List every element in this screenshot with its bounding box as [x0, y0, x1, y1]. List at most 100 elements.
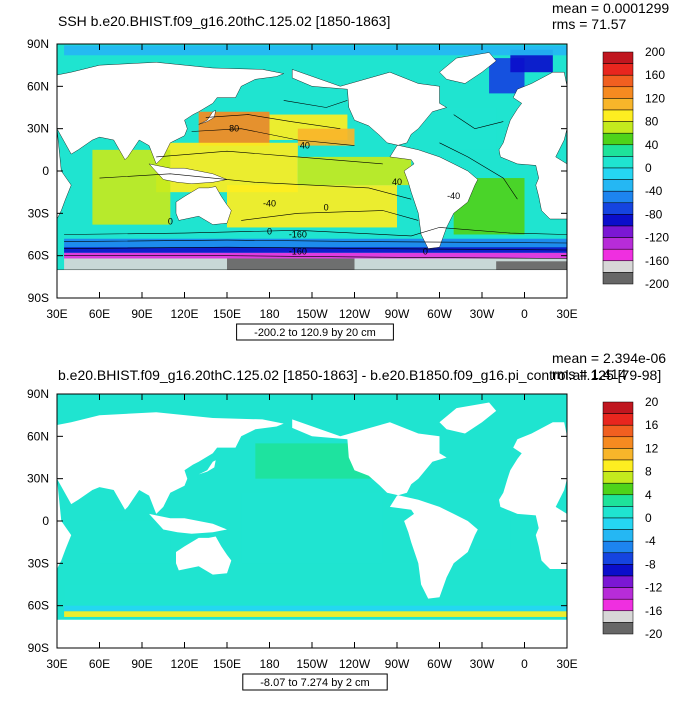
colorbar-swatch: [602, 260, 634, 273]
colorbar-label: 160: [645, 68, 665, 82]
mean-label: mean = 0.0001299: [552, 0, 669, 16]
field-region-4: [64, 605, 567, 612]
range-label-box: [242, 673, 388, 691]
mean-label: mean = 2.394e-06: [552, 350, 666, 366]
contour-line-10: [453, 114, 504, 130]
colorbar-label: 0: [645, 511, 652, 525]
y-tick-label: 90S: [28, 641, 49, 655]
x-tick-label: 30W: [470, 307, 495, 321]
land-indonesia: [148, 163, 228, 184]
colorbar-swatch: [602, 121, 634, 134]
x-tick-label: 90E: [131, 657, 152, 671]
colorbar-swatch: [602, 552, 634, 565]
land-eurasia: [57, 412, 284, 514]
colorbar-swatch: [602, 540, 634, 554]
colorbar-swatch: [602, 610, 634, 623]
colorbar-swatch: [602, 413, 634, 426]
x-tick-label: 30E: [556, 307, 577, 321]
map-area: 80 40 40 0 0 0 -40 -40 -160 -160 0: [57, 44, 567, 298]
colorbar-swatch: [602, 459, 634, 472]
y-tick-label: 0: [42, 164, 49, 178]
field-region-11: [64, 252, 567, 259]
colorbar-swatch: [602, 132, 634, 146]
colorbar-label: -8: [645, 557, 656, 571]
colorbar-swatch: [602, 494, 634, 507]
colorbar-swatch: [602, 598, 634, 612]
colorbar-label: -40: [645, 184, 663, 198]
colorbar-swatch: [602, 272, 634, 285]
rms-label: rms = 1.414: [552, 366, 627, 382]
contour-label: 0: [168, 217, 173, 227]
y-tick-label: 30N: [27, 472, 49, 486]
contour-line-3: [64, 255, 567, 259]
land-antarctica: [57, 619, 567, 648]
y-tick-label: 30S: [28, 556, 49, 570]
colorbar-swatch: [602, 248, 634, 262]
colorbar-label: -12: [645, 581, 663, 595]
y-tick-label: 60N: [27, 429, 49, 443]
land-europe-africa: [498, 72, 567, 220]
x-tick-label: 90W: [385, 307, 410, 321]
colorbar-swatch: [602, 190, 634, 204]
contour-label: 0: [267, 227, 272, 237]
x-tick-label: 0: [521, 657, 528, 671]
contour-label: 0: [324, 203, 329, 213]
field-region-9: [64, 238, 567, 248]
colorbar-label: -160: [645, 254, 669, 268]
colorbar-swatch: [602, 529, 634, 542]
x-tick-label: 180: [259, 657, 279, 671]
land-japan: [198, 109, 216, 125]
contour-line-7: [99, 173, 412, 200]
colorbar-swatch: [602, 214, 634, 227]
colorbar-swatch: [602, 98, 634, 111]
x-tick-label: 180: [259, 307, 279, 321]
x-tick-label: 60W: [427, 307, 452, 321]
field-region-17: [64, 45, 567, 56]
contour-line-0: [64, 227, 567, 237]
colorbar-swatch: [602, 448, 634, 461]
colorbar-label: 120: [645, 91, 665, 105]
field-region-3: [156, 142, 298, 193]
colorbar-swatch: [602, 587, 634, 600]
contour-label: 0: [423, 246, 428, 256]
colorbar-label: 8: [645, 465, 652, 479]
field-region-5: [64, 611, 567, 617]
x-tick-label: 150E: [213, 307, 241, 321]
land-japan: [198, 460, 216, 475]
chart-title: b.e20.BHIST.f09_g16.20thC.125.02 [1850-1…: [58, 367, 661, 383]
contour-line-5: [191, 128, 355, 146]
x-tick-label: 0: [521, 307, 528, 321]
colorbar-label: 20: [645, 395, 659, 409]
colorbar-label: -16: [645, 604, 663, 618]
colorbar-label: 12: [645, 441, 659, 455]
colorbar-swatch: [602, 109, 634, 122]
colorbar-label: 16: [645, 418, 659, 432]
rms-label: rms = 71.57: [552, 16, 627, 32]
contour-line-4: [205, 114, 341, 129]
range-label: -200.2 to 120.9 by 20 cm: [254, 327, 376, 339]
x-tick-label: 30E: [46, 307, 67, 321]
contour-label: -40: [447, 191, 460, 201]
x-tick-label: 120E: [170, 657, 198, 671]
x-tick-label: 150E: [213, 657, 241, 671]
colorbar-swatch: [602, 179, 634, 192]
colorbar-swatch: [602, 63, 634, 76]
land-greenland: [439, 52, 497, 84]
colorbar-swatch: [602, 506, 634, 519]
contour-line-9: [439, 142, 518, 200]
land-americas: [292, 419, 478, 599]
land-indonesia: [149, 513, 227, 534]
colorbar-label: -80: [645, 207, 663, 221]
x-tick-label: 90W: [385, 657, 410, 671]
field-region-10: [64, 247, 567, 253]
contour-label: 40: [392, 177, 402, 187]
ssh-map-chart: SSH b.e20.BHIST.f09_g16.20thC.125.02 [18…: [27, 0, 669, 341]
colorbar-swatch: [602, 86, 634, 99]
map-area: [57, 394, 567, 648]
x-tick-label: 30W: [470, 657, 495, 671]
colorbar-label: 40: [645, 138, 659, 152]
y-tick-label: 60S: [28, 249, 49, 263]
y-tick-label: 60S: [28, 599, 49, 613]
y-tick-label: 90S: [28, 291, 49, 305]
field-region-8: [439, 107, 497, 150]
